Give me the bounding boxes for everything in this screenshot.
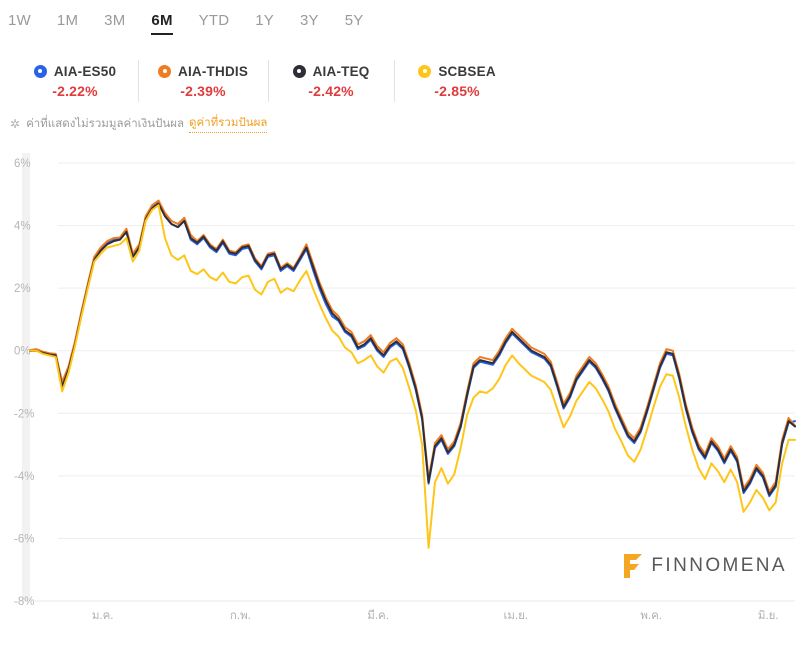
y-axis-labels: 6% 4% 2% 0% -2% -4% -6% -8% — [14, 158, 34, 608]
y-axis-tick-label: 6% — [14, 158, 31, 170]
legend-fund-change: -2.42% — [308, 82, 354, 99]
y-axis-tick-label: -8% — [14, 596, 34, 608]
x-axis-tick-label: ม.ค. — [92, 610, 114, 621]
finnomena-wordmark: FINNOMENA — [651, 555, 787, 576]
tab-5y[interactable]: 5Y — [344, 11, 364, 29]
x-axis-tick-label: เม.ย. — [503, 610, 528, 621]
legend-marker-icon — [292, 64, 306, 78]
legend-item-aia-thdis[interactable]: AIA-THDIS -2.39% — [138, 58, 268, 104]
legend-marker-icon — [418, 64, 432, 78]
x-axis-tick-label: ก.พ. — [230, 610, 251, 621]
legend-fund-name: AIA-ES50 — [53, 63, 117, 79]
x-axis-tick-label: มี.ค. — [367, 609, 389, 621]
x-axis-labels: ม.ค. ก.พ. มี.ค. เม.ย. พ.ค. มิ.ย. — [92, 609, 779, 621]
finnomena-logo: FINNOMENA — [622, 553, 787, 579]
tab-1w[interactable]: 1W — [8, 11, 31, 29]
tab-1m[interactable]: 1M — [56, 11, 79, 29]
tab-6m[interactable]: 6M — [151, 10, 173, 35]
series-line-aia-es50 — [29, 201, 796, 498]
legend-item-scbsea[interactable]: SCBSEA -2.85% — [394, 58, 520, 104]
asterisk-icon: ✲ — [10, 116, 21, 131]
legend-marker-icon — [158, 64, 171, 78]
period-tab-bar: 1W 1M 3M 6M YTD 1Y 3Y 5Y — [0, 0, 801, 35]
dividend-footnote: ✲ ค่าที่แสดงไม่รวมมูลค่าเงินปันผล ดูค่าท… — [0, 114, 801, 133]
x-axis-tick-label: พ.ค. — [640, 610, 662, 621]
finnomena-mark-icon — [624, 554, 643, 578]
grid-lines — [58, 162, 795, 602]
view-with-dividend-link[interactable]: ดูค่าที่รวมปันผล — [189, 114, 268, 133]
legend-item-aia-teq[interactable]: AIA-TEQ -2.42% — [268, 58, 394, 104]
series-line-aia-teq — [29, 202, 796, 496]
series-line-scbsea — [29, 204, 796, 549]
legend-fund-name: SCBSEA — [438, 63, 496, 79]
tab-3m[interactable]: 3M — [104, 11, 126, 29]
x-axis-tick-label: มิ.ย. — [758, 609, 779, 621]
tab-1y[interactable]: 1Y — [255, 11, 275, 29]
chart-canvas: 6% 4% 2% 0% -2% -4% -6% -8% ม.ค. ก.พ. มี.ค. เม.ย. พ… — [14, 153, 796, 621]
series-lines — [29, 199, 796, 549]
y-axis-band — [22, 153, 30, 601]
y-axis-tick-label: -2% — [14, 408, 34, 420]
y-axis-tick-label: 4% — [14, 221, 31, 233]
y-axis-tick-label: 2% — [14, 283, 31, 295]
y-axis-tick-label: 0% — [14, 346, 31, 358]
y-axis-tick-label: -4% — [14, 471, 34, 483]
legend-item-aia-es50[interactable]: AIA-ES50 -2.22% — [12, 58, 138, 104]
tab-ytd[interactable]: YTD — [198, 11, 230, 29]
fund-legend: AIA-ES50 -2.22% AIA-THDIS -2.39% AIA-TEQ… — [0, 58, 801, 104]
legend-fund-change: -2.85% — [434, 82, 480, 99]
tab-3y[interactable]: 3Y — [300, 11, 319, 29]
y-axis-tick-label: -6% — [14, 533, 34, 545]
legend-fund-change: -2.39% — [180, 82, 226, 99]
series-line-aia-thdis — [29, 199, 796, 493]
performance-chart: 6% 4% 2% 0% -2% -4% -6% -8% ม.ค. ก.พ. มี.ค. เม.ย. พ… — [0, 151, 801, 621]
footnote-text: ค่าที่แสดงไม่รวมมูลค่าเงินปันผล — [26, 117, 185, 130]
legend-fund-name: AIA-THDIS — [178, 63, 249, 79]
legend-fund-name: AIA-TEQ — [312, 63, 370, 79]
legend-marker-icon — [33, 64, 47, 78]
legend-fund-change: -2.22% — [52, 82, 98, 99]
